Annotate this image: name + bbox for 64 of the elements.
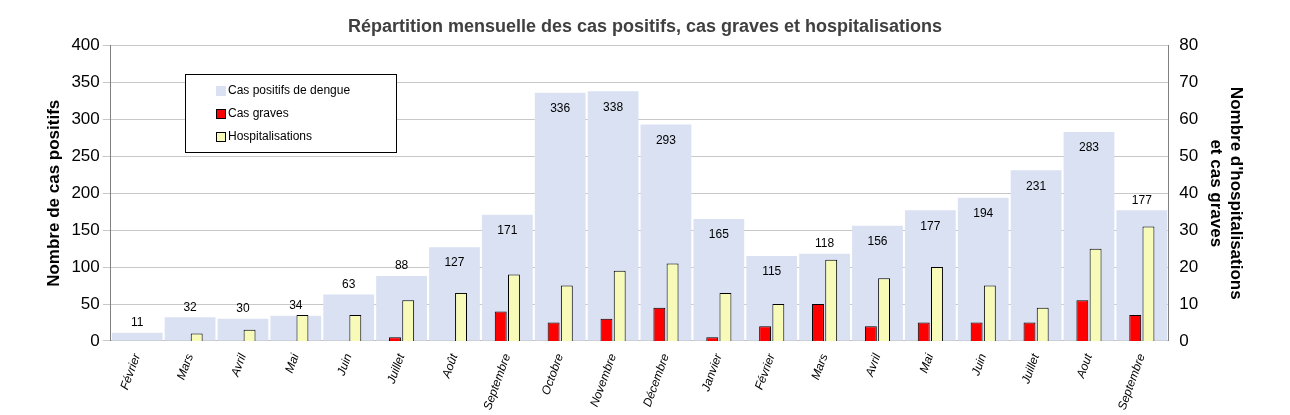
text: 336 (550, 101, 571, 116)
bar (587, 91, 639, 341)
bar (164, 317, 216, 341)
text: 156 (867, 234, 888, 249)
y2-tick-label: 70 (1179, 72, 1199, 92)
x-tick-label: Juillet (1018, 351, 1043, 387)
text: 171 (497, 222, 518, 237)
y-tick-label: 350 (71, 72, 100, 92)
x-tick-label: Juin (333, 351, 355, 379)
x-tick-label: Avril (227, 351, 250, 380)
y-tick-label: 250 (71, 146, 100, 166)
text: 194 (973, 206, 994, 220)
x-tick-label: Mai (282, 351, 302, 375)
y2-tick-label: 30 (1179, 219, 1199, 239)
text: 177 (1131, 192, 1152, 207)
x-tick-label: Février (751, 350, 779, 392)
text: 34 (289, 298, 303, 313)
text: 118 (815, 236, 835, 251)
y-tick-label: 200 (71, 182, 100, 202)
x-tick-label: Janvier (698, 350, 726, 394)
text: 177 (920, 218, 941, 233)
x-tick-label: Juillet (383, 351, 408, 387)
y2-tick-label: 40 (1179, 182, 1199, 202)
y-tick-label: 400 (71, 35, 100, 55)
x-tick-label: Juin (968, 351, 990, 379)
y2-tick-label: 80 (1179, 35, 1199, 55)
text: 11 (130, 315, 144, 330)
text: 30 (236, 301, 250, 316)
legend-label: Cas graves (228, 105, 289, 122)
y-tick-label: 0 (90, 330, 100, 350)
text: 127 (444, 255, 465, 270)
text: 283 (1078, 140, 1099, 155)
bar (111, 332, 163, 341)
y-tick-label: 100 (71, 256, 100, 276)
legend-label: Hospitalisations (228, 128, 313, 145)
x-tick-label: Février (117, 350, 144, 392)
text: 231 (1026, 178, 1047, 193)
text: 32 (183, 299, 197, 314)
y2-tick-label: 60 (1179, 109, 1199, 129)
bar (534, 92, 586, 341)
x-tick-label: Août (438, 351, 461, 381)
chart-title: Répartition mensuelle des cas positifs, cas graves et hospitalisations (347, 15, 943, 36)
y2-tick-label: 10 (1179, 293, 1199, 313)
text: 165 (708, 227, 729, 242)
y2-tick-label: 0 (1179, 330, 1189, 350)
text: 338 (603, 99, 624, 114)
y-axis-title: Nombre de cas positifs (43, 99, 63, 287)
y2-tick-label: 20 (1179, 256, 1199, 276)
y-tick-label: 300 (71, 109, 100, 129)
y2-tick-label: 50 (1179, 146, 1199, 166)
x-tick-label: Mai (916, 351, 937, 375)
text: 293 (655, 132, 676, 147)
text: 88 (394, 258, 409, 273)
x-tick-label: Aout (1073, 351, 1096, 381)
x-tick-label: Avril (862, 351, 884, 380)
text: 115 (762, 264, 782, 279)
bar (1010, 170, 1062, 341)
x-tick-label: Mars (173, 351, 197, 382)
y-tick-label: 150 (71, 219, 100, 239)
legend-label: Cas positifs de dengue (228, 82, 351, 99)
y2-axis-title: Nombre d'hospitalisations et cas graves (1206, 86, 1247, 300)
y-tick-label: 50 (80, 293, 100, 313)
text: 63 (342, 276, 356, 291)
x-tick-label: Mars (808, 351, 831, 382)
